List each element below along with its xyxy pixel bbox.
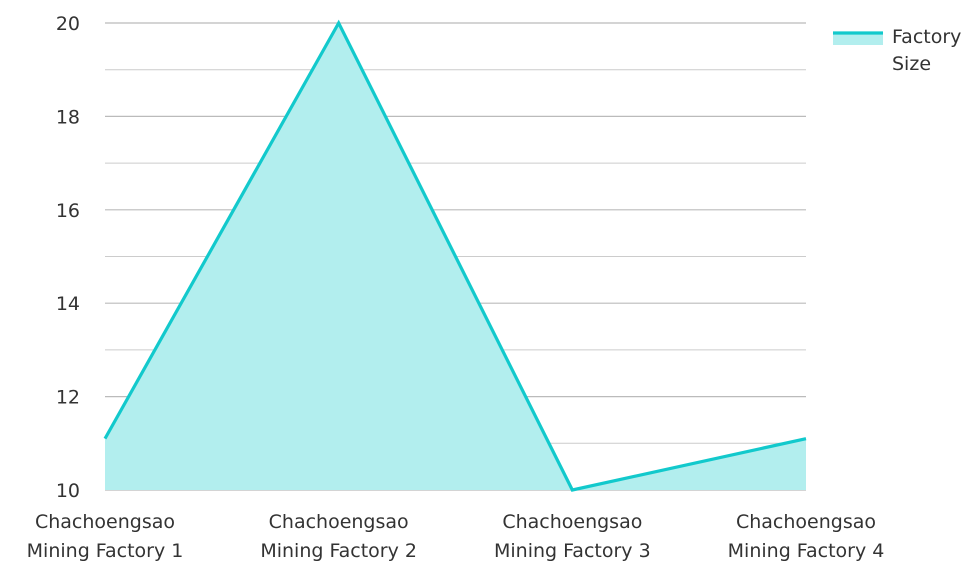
x-category-label: Chachoengsao Mining Factory 4: [728, 511, 885, 562]
y-tick-label: 20: [56, 13, 80, 35]
area-layer: [103, 19, 807, 492]
legend-label-line: Factory: [892, 26, 961, 48]
y-tick-label: 12: [56, 387, 80, 409]
x-category-label-line: Chachoengsao: [35, 511, 175, 533]
x-category-label: Chachoengsao Mining Factory 2: [260, 511, 417, 562]
y-tick-label: 14: [56, 293, 80, 315]
x-category-label-line: Mining Factory 2: [260, 540, 417, 562]
series-area-fill: [105, 23, 806, 490]
x-category-label: Chachoengsao Mining Factory 1: [27, 511, 184, 562]
legend-swatch-fill: [833, 32, 883, 45]
x-category-label-line: Chachoengsao: [502, 511, 642, 533]
x-category-label: Chachoengsao Mining Factory 3: [494, 511, 651, 562]
y-tick-label: 10: [56, 480, 80, 502]
y-tick-label: 18: [56, 106, 80, 128]
x-category-label-line: Mining Factory 3: [494, 540, 651, 562]
legend: Factory Size: [833, 26, 961, 75]
x-axis: Chachoengsao Mining Factory 1Chachoengsao…: [27, 511, 885, 562]
x-category-label-line: Mining Factory 1: [27, 540, 184, 562]
y-axis: 10 12 14 16 18 20: [56, 13, 80, 502]
x-category-label-line: Chachoengsao: [736, 511, 876, 533]
x-category-label-line: Chachoengsao: [269, 511, 409, 533]
series-line: [103, 19, 807, 492]
x-category-label-line: Mining Factory 4: [728, 540, 885, 562]
legend-label: Factory Size: [892, 26, 961, 75]
y-tick-label: 16: [56, 200, 80, 222]
legend-label-line: Size: [892, 53, 931, 75]
